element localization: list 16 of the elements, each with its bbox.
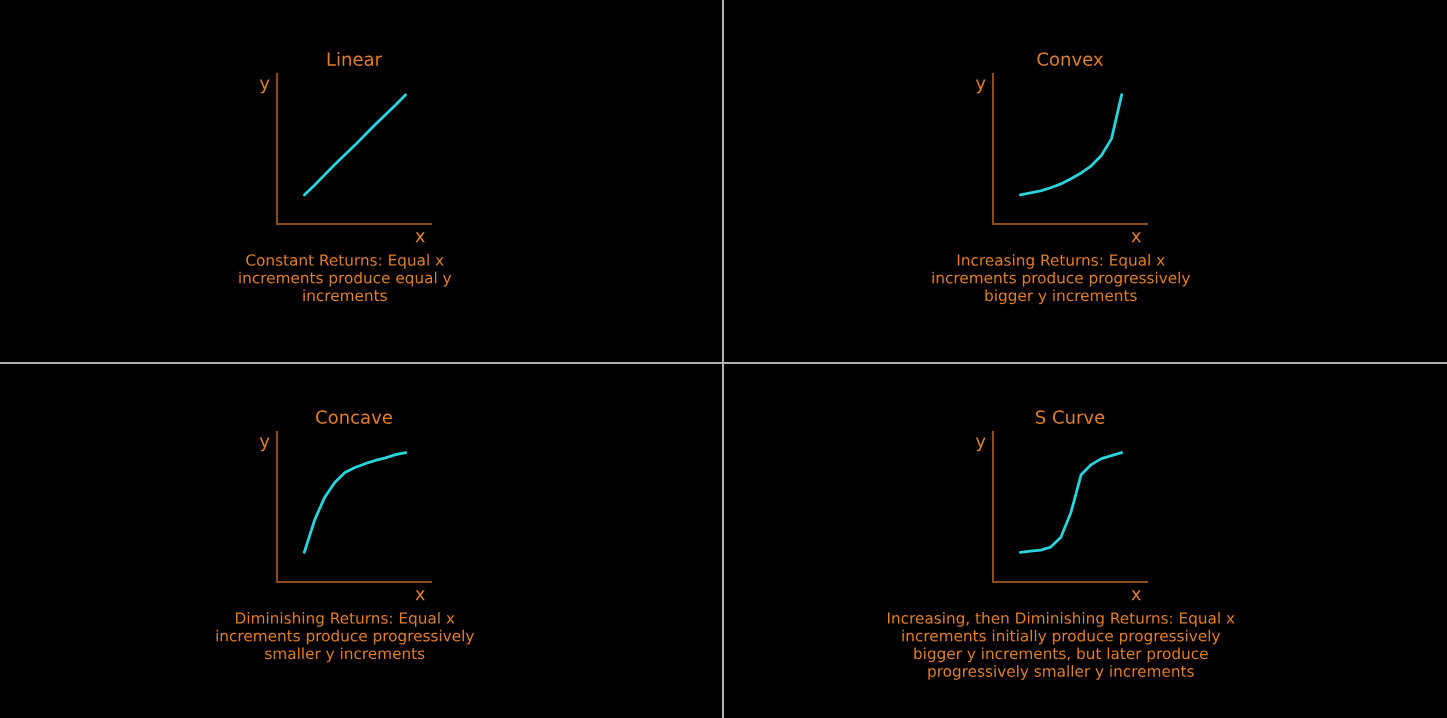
text: Increasing, then Diminishing Returns: Equal x increments initially produce progressively bigger y increments, but later produce progressively smaller y increments xyxy=(887,612,1235,680)
x-axis-title: x xyxy=(415,232,425,243)
chart-title: Linear xyxy=(327,51,383,66)
chart-title: Convex xyxy=(1037,52,1104,66)
text: Constant Returns: Equal x increments produce equal y increments xyxy=(239,254,452,302)
y-axis-title: y xyxy=(259,437,270,452)
x-axis-title: x xyxy=(1131,232,1141,243)
x-axis-title: x xyxy=(415,590,425,601)
chart-title: Concave xyxy=(316,410,392,424)
y-axis-title: y xyxy=(975,79,986,94)
y-axis-title: y xyxy=(259,79,270,94)
y-axis-title: y xyxy=(975,437,986,452)
chart-title: S Curve xyxy=(1035,410,1105,424)
text: Diminishing Returns: Equal x increments produce progressively smaller y increments xyxy=(216,612,474,663)
text: Increasing Returns: Equal x increments produce progressively bigger y increments xyxy=(932,254,1190,305)
x-axis-title: x xyxy=(1131,590,1141,601)
